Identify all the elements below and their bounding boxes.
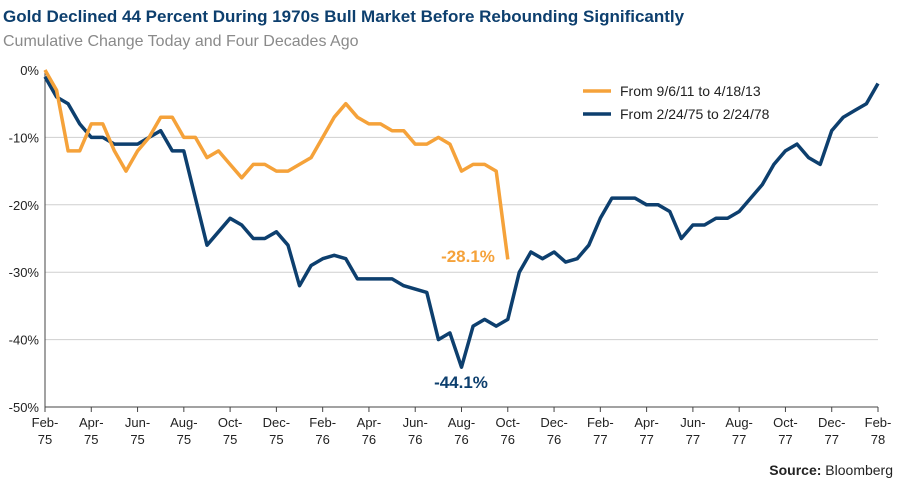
x-tick-label: Oct- 75 <box>218 415 243 447</box>
x-tick-label: Apr- 77 <box>634 415 659 447</box>
annotation: -44.1% <box>434 373 488 392</box>
x-tick-label-line: Aug- <box>725 415 752 430</box>
x-tick-label-line: 75 <box>269 432 283 447</box>
legend-label: From 9/6/11 to 4/18/13 <box>620 83 761 99</box>
x-tick-label-line: 75 <box>223 432 237 447</box>
y-tick-label: -50% <box>9 400 40 415</box>
x-tick-label-line: 77 <box>639 432 653 447</box>
x-tick-label-line: 75 <box>177 432 191 447</box>
y-tick-label: -20% <box>9 198 40 213</box>
source-label: Source: <box>769 462 821 478</box>
x-tick-label-line: 77 <box>732 432 746 447</box>
x-tick-label: Oct- 77 <box>773 415 798 447</box>
x-tick-label: Dec- 75 <box>263 415 290 447</box>
x-tick-label: Feb- 78 <box>865 415 892 447</box>
x-tick-label: Aug- 76 <box>448 415 475 447</box>
x-tick-label-line: 76 <box>501 432 515 447</box>
x-tick-label-line: Aug- <box>170 415 197 430</box>
x-tick-label-line: 75 <box>130 432 144 447</box>
x-tick-label-line: Dec- <box>540 415 567 430</box>
x-tick-label-line: Feb- <box>587 415 614 430</box>
x-tick-label-line: Oct- <box>495 415 520 430</box>
x-tick-label: Oct- 76 <box>495 415 520 447</box>
x-tick-label: Apr- 76 <box>357 415 382 447</box>
series-line <box>43 69 510 260</box>
source: Source: Bloomberg <box>769 462 893 478</box>
x-tick-label-line: 78 <box>871 432 885 447</box>
x-tick-label-line: Aug- <box>448 415 475 430</box>
x-tick-label-line: 76 <box>408 432 422 447</box>
x-tick-label-line: 77 <box>686 432 700 447</box>
x-tick-label: Dec- 76 <box>540 415 567 447</box>
x-tick-label-line: 76 <box>315 432 329 447</box>
x-tick-label-line: Apr- <box>79 415 104 430</box>
x-tick-label-line: Dec- <box>818 415 845 430</box>
x-tick-label-line: 77 <box>593 432 607 447</box>
annotation: -28.1% <box>441 247 495 266</box>
x-tick-label-line: Feb- <box>865 415 892 430</box>
x-tick-label: Feb- 77 <box>587 415 614 447</box>
x-tick-label: Jun- 77 <box>680 415 705 447</box>
x-tick-label: Aug- 77 <box>725 415 752 447</box>
x-tick-label-line: Jun- <box>125 415 150 430</box>
y-tick-label: -10% <box>9 130 40 145</box>
x-tick-label-line: Feb- <box>32 415 59 430</box>
chart-title: Gold Declined 44 Percent During 1970s Bu… <box>3 7 685 26</box>
x-tick-label-line: Dec- <box>263 415 290 430</box>
x-tick-label-line: Oct- <box>218 415 243 430</box>
y-tick-label: -30% <box>9 265 40 280</box>
x-tick-label-line: Jun- <box>680 415 705 430</box>
x-tick-label-line: Jun- <box>403 415 428 430</box>
x-tick-label: Feb- 76 <box>309 415 336 447</box>
x-tick-label-line: 76 <box>362 432 376 447</box>
x-tick-label: Feb- 75 <box>32 415 59 447</box>
x-tick-label-line: Apr- <box>357 415 382 430</box>
x-tick-label: Jun- 75 <box>125 415 150 447</box>
x-tick-label-line: 76 <box>547 432 561 447</box>
x-tick-label-line: 77 <box>824 432 838 447</box>
x-tick-label: Jun- 76 <box>403 415 428 447</box>
x-tick-label-line: Feb- <box>309 415 336 430</box>
x-tick-label-line: 75 <box>84 432 98 447</box>
y-tick-label: -40% <box>9 333 40 348</box>
x-tick-label-line: 77 <box>778 432 792 447</box>
source-name: Bloomberg <box>825 462 893 478</box>
legend-label: From 2/24/75 to 2/24/78 <box>620 106 770 122</box>
x-tick-label-line: 75 <box>38 432 52 447</box>
x-tick-label-line: 76 <box>454 432 468 447</box>
series-line <box>43 75 880 369</box>
x-tick-label-line: Apr- <box>634 415 659 430</box>
x-tick-label-line: Oct- <box>773 415 798 430</box>
y-tick-label: 0% <box>20 63 39 78</box>
x-tick-label: Apr- 75 <box>79 415 104 447</box>
x-tick-label: Aug- 75 <box>170 415 197 447</box>
chart-subtitle: Cumulative Change Today and Four Decades… <box>3 33 359 50</box>
x-tick-label: Dec- 77 <box>818 415 845 447</box>
